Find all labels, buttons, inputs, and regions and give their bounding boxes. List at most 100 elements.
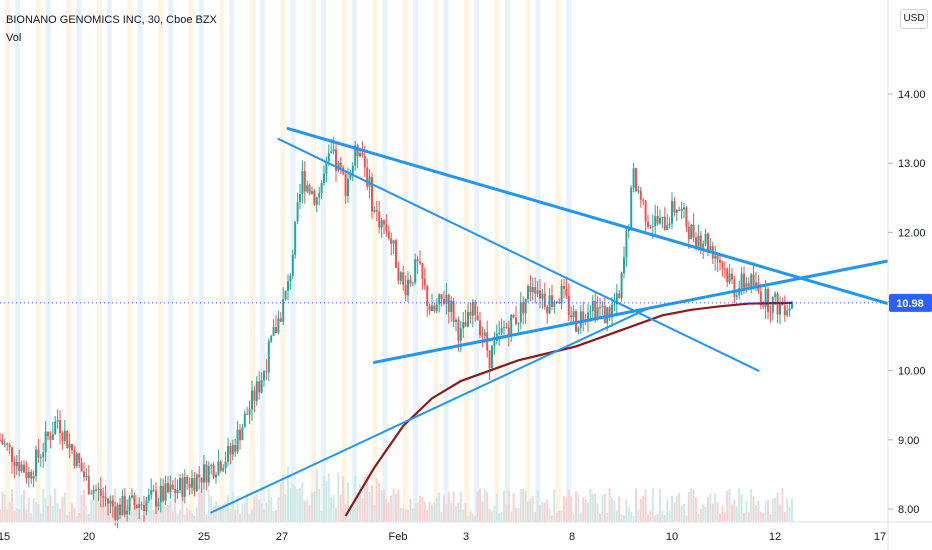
- candle-body: [325, 161, 328, 174]
- candle-body: [51, 433, 54, 440]
- candle-body: [1, 440, 4, 445]
- candle-body: [90, 493, 93, 495]
- candle-body: [159, 485, 162, 503]
- candle-body: [224, 461, 227, 469]
- candle-body: [217, 461, 220, 475]
- session-band: [137, 0, 143, 522]
- candle-body: [702, 243, 705, 248]
- volume-bar: [85, 505, 88, 522]
- volume-bar: [241, 503, 244, 522]
- volume-bar: [171, 512, 174, 522]
- volume-bar: [572, 513, 575, 522]
- volume-bar: [15, 508, 18, 522]
- candle-body: [747, 283, 750, 287]
- candle-body: [157, 502, 160, 507]
- volume-bar: [483, 488, 486, 522]
- volume-bar: [169, 501, 172, 522]
- volume-bar: [474, 515, 477, 522]
- session-band: [402, 0, 408, 522]
- volume-bar: [726, 490, 729, 522]
- volume-bar: [193, 515, 196, 522]
- candle-body: [659, 217, 661, 224]
- symbol-title[interactable]: BIONANO GENOMICS INC, 30, Cboe BZX: [6, 14, 217, 26]
- volume-bar: [661, 510, 664, 522]
- candle-body: [35, 449, 37, 477]
- candle-body: [186, 476, 189, 484]
- candle-body: [666, 225, 669, 230]
- trendlines[interactable]: [210, 127, 895, 514]
- candle-body: [373, 209, 376, 212]
- volume-bar: [344, 504, 347, 522]
- candle-body: [3, 443, 6, 445]
- volume-bar: [282, 474, 285, 522]
- candle-body: [270, 335, 273, 342]
- candle-body: [543, 293, 546, 307]
- candle-body: [661, 216, 664, 218]
- volume-bar: [61, 496, 64, 522]
- candle-body: [169, 484, 172, 493]
- candle-body: [80, 462, 83, 472]
- volume-bar: [491, 511, 493, 522]
- candle-body: [258, 381, 261, 393]
- volume-bar: [66, 515, 69, 522]
- candle-body: [311, 191, 313, 194]
- candle-body: [433, 305, 436, 311]
- candle-body: [126, 510, 129, 515]
- candle-body: [683, 207, 685, 210]
- volume-bar: [301, 481, 304, 522]
- candle-body: [740, 273, 743, 288]
- session-band: [443, 0, 449, 522]
- volume-bar: [335, 507, 337, 522]
- volume-bar: [767, 499, 769, 522]
- volume-bar: [771, 498, 774, 522]
- volume-bar: [25, 509, 28, 522]
- currency-button[interactable]: USD: [900, 9, 928, 29]
- candle-body: [25, 472, 28, 478]
- candle-body: [11, 447, 13, 463]
- candle-body: [198, 474, 201, 478]
- volume-bar: [433, 502, 436, 522]
- volume-bar: [440, 512, 443, 522]
- volume-bar: [560, 510, 563, 522]
- price-axis-background[interactable]: [888, 0, 932, 550]
- candle-body: [409, 279, 412, 284]
- candle-body: [695, 237, 697, 247]
- volume-bar: [411, 508, 414, 522]
- candle-body: [37, 449, 40, 458]
- volume-indicator-label[interactable]: Vol: [6, 32, 22, 44]
- volume-bar: [243, 502, 246, 522]
- volume-bar: [205, 514, 208, 522]
- volume-bar: [318, 489, 321, 522]
- candle-body: [615, 293, 618, 305]
- time-tick-label: 10: [666, 531, 678, 543]
- candle-body: [680, 209, 683, 211]
- candle-body: [87, 476, 90, 494]
- candle-body: [114, 506, 117, 520]
- moving-average-line: [344, 301, 793, 517]
- volume-bar: [179, 509, 181, 522]
- volume-bar: [714, 493, 717, 522]
- session-band: [168, 0, 174, 522]
- trendline-rising-support[interactable]: [210, 307, 649, 514]
- volume-bar: [457, 502, 460, 522]
- volume-bar: [534, 512, 537, 522]
- candle-body: [755, 282, 757, 288]
- volume-bar: [407, 509, 409, 522]
- candle-body: [464, 322, 467, 327]
- volume-bar: [78, 512, 81, 522]
- candle-body: [330, 151, 333, 154]
- trendline-upper-resistance[interactable]: [286, 127, 895, 307]
- candle-body: [167, 483, 169, 493]
- candle-body: [443, 299, 445, 304]
- candle-body: [263, 371, 265, 381]
- candle-body: [248, 409, 251, 415]
- volume-bar: [774, 498, 777, 522]
- last-price-tag-label: 10.98: [896, 298, 924, 310]
- candle-body: [227, 445, 229, 462]
- volume-bar: [764, 500, 767, 522]
- trendline-early-descending[interactable]: [277, 137, 760, 372]
- volume-bar: [104, 492, 107, 522]
- candle-body: [507, 327, 510, 337]
- volume-bar: [217, 506, 220, 522]
